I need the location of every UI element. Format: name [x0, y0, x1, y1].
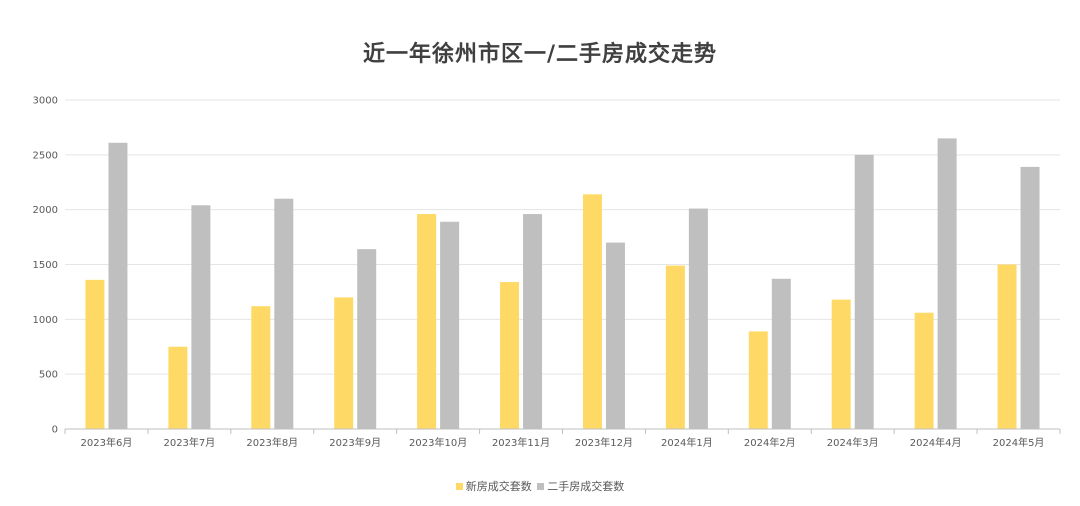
bars: [85, 138, 1040, 430]
legend: 新房成交套数 二手房成交套数: [0, 478, 1080, 494]
y-tick-label: 500: [39, 370, 58, 381]
bar-second-hand[interactable]: [1020, 166, 1040, 429]
x-tick-label: 2024年2月: [744, 436, 796, 449]
y-tick-label: 2500: [33, 150, 58, 161]
legend-label-new: 新房成交套数: [465, 480, 532, 493]
legend-swatch-second: [537, 482, 545, 490]
bar-new-house[interactable]: [914, 312, 934, 429]
bar-new-house[interactable]: [997, 264, 1017, 430]
y-tick-label: 3000: [33, 96, 58, 107]
bar-second-hand[interactable]: [523, 214, 543, 429]
bar-second-hand[interactable]: [440, 221, 460, 429]
legend-item-new[interactable]: 新房成交套数: [455, 478, 532, 494]
legend-label-second: 二手房成交套数: [547, 480, 625, 493]
bar-new-house[interactable]: [168, 346, 188, 429]
x-tick-label: 2023年10月: [409, 436, 467, 449]
x-tick-label: 2024年1月: [661, 436, 713, 449]
x-tick-label: 2023年8月: [246, 436, 298, 449]
x-tick-label: 2023年9月: [329, 436, 381, 449]
bar-second-hand[interactable]: [191, 205, 211, 429]
x-tick-label: 2023年7月: [163, 436, 215, 449]
x-tick-label: 2023年12月: [575, 436, 633, 449]
y-tick-label: 1500: [33, 260, 58, 271]
bar-new-house[interactable]: [85, 279, 105, 429]
legend-item-second[interactable]: 二手房成交套数: [537, 478, 624, 494]
bar-second-hand[interactable]: [771, 278, 791, 429]
x-tick-label: 2023年6月: [81, 436, 133, 449]
x-tick-label: 2024年3月: [827, 436, 879, 449]
chart-title: 近一年徐州市区一/二手房成交走势: [362, 42, 718, 67]
bar-second-hand[interactable]: [605, 242, 625, 429]
bar-new-house[interactable]: [582, 194, 602, 429]
bar-new-house[interactable]: [251, 306, 271, 429]
bar-new-house[interactable]: [748, 331, 768, 429]
bar-second-hand[interactable]: [854, 154, 874, 430]
y-tick-label: 2000: [33, 205, 58, 216]
tick-labels: 0 500 1000 1500 2000 2500 3000 2023年6月 2023年7月 20…: [33, 96, 1045, 450]
x-tick-label: 2024年4月: [910, 436, 962, 449]
y-tick-label: 0: [52, 425, 58, 436]
bar-new-house[interactable]: [417, 214, 437, 429]
bar-second-hand[interactable]: [688, 208, 708, 429]
bar-second-hand[interactable]: [357, 249, 377, 429]
bar-second-hand[interactable]: [274, 198, 294, 429]
axes: [64, 428, 1061, 434]
bar-second-hand[interactable]: [108, 142, 128, 429]
legend-swatch-new: [455, 482, 463, 490]
bar-new-house[interactable]: [500, 282, 520, 429]
bar-second-hand[interactable]: [937, 138, 957, 429]
bar-new-house[interactable]: [334, 297, 354, 429]
grid-lines: [65, 99, 1060, 375]
x-tick-label: 2024年5月: [993, 436, 1045, 449]
x-tick-label: 2023年11月: [492, 436, 550, 449]
y-tick-label: 1000: [33, 315, 58, 326]
bar-new-house[interactable]: [665, 265, 685, 429]
bar-new-house[interactable]: [831, 299, 851, 429]
